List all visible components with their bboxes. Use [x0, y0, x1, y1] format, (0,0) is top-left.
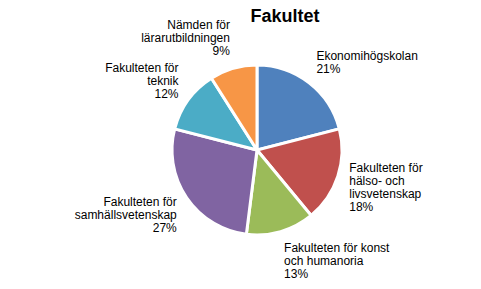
- html-text:Fakultet: Fakultet: [250, 6, 320, 26]
- svg-text:Fakulteten församhällsvetenska: Fakulteten församhällsvetenskap27%: [75, 195, 177, 235]
- svg-text:Fakulteten för konstoch humano: Fakulteten för konstoch humanoria13%: [284, 241, 390, 281]
- svg-text:Fakulteten förhälso- ochlivsve: Fakulteten förhälso- ochlivsvetenskap18%: [349, 161, 422, 214]
- svg-text:Nämden förlärarutbildningen9%: Nämden förlärarutbildningen9%: [141, 18, 230, 58]
- svg-text:Ekonomihögskolan21%: Ekonomihögskolan21%: [316, 49, 417, 76]
- svg-text:Fakulteten förteknik12%: Fakulteten förteknik12%: [105, 61, 179, 101]
